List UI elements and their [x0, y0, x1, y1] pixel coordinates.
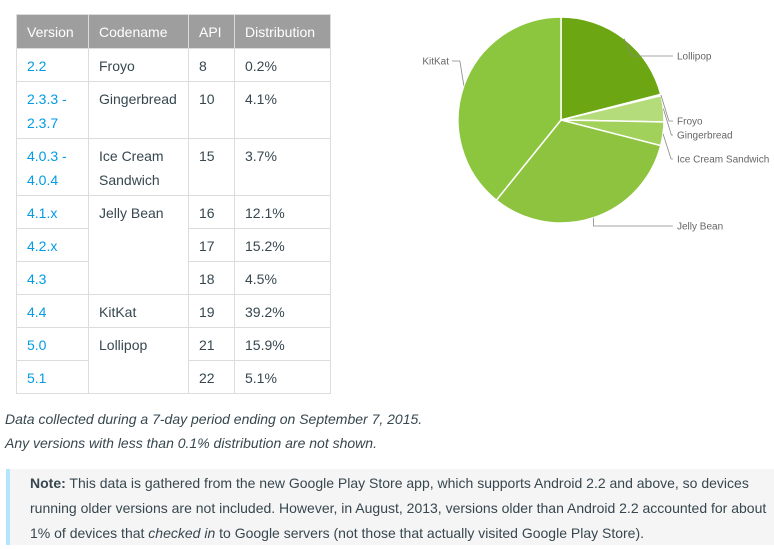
pie-leader-jelly-bean	[593, 217, 673, 227]
note-emphasis: checked in	[148, 525, 216, 541]
pie-label-gingerbread: Gingerbread	[677, 131, 733, 142]
pie-leader-lollipop	[623, 38, 673, 57]
pie-label-kitkat: KitKat	[422, 57, 449, 68]
footnote-threshold: Any versions with less than 0.1% distrib…	[5, 435, 377, 451]
version-link[interactable]: 5.0	[16, 327, 89, 361]
pie-label-jelly-bean: Jelly Bean	[677, 222, 723, 233]
codename-line-2: Sandwich	[99, 172, 160, 188]
api-cell: 22	[188, 360, 235, 394]
table-row: 4.0.3 - 4.0.4 Ice Cream Sandwich 15 3.7%	[16, 138, 331, 196]
distribution-cell: 15.2%	[234, 228, 331, 262]
api-cell: 8	[188, 48, 235, 82]
table-header-row: Version Codename API Distribution	[16, 14, 331, 49]
table-row: 5.1 22 5.1%	[16, 360, 331, 394]
version-link[interactable]: 5.1	[16, 360, 89, 394]
distribution-cell: 39.2%	[234, 294, 331, 328]
distribution-cell: 0.2%	[234, 48, 331, 82]
table-row: 4.3 18 4.5%	[16, 261, 331, 295]
header-distribution: Distribution	[234, 14, 331, 49]
distribution-cell: 4.1%	[234, 81, 331, 139]
api-cell: 16	[188, 195, 235, 229]
header-api: API	[188, 14, 235, 49]
table-row: 4.4 KitKat 19 39.2%	[16, 294, 331, 328]
distribution-cell: 4.5%	[234, 261, 331, 295]
api-cell: 18	[188, 261, 235, 295]
header-version: Version	[16, 14, 89, 49]
distribution-cell: 15.9%	[234, 327, 331, 361]
version-link[interactable]: 4.3	[16, 261, 89, 295]
note-text: This data is gathered from the new Googl…	[30, 475, 767, 541]
codename-cell: Froyo	[88, 48, 189, 82]
version-link[interactable]: 4.0.3 - 4.0.4	[16, 138, 89, 196]
table-row: 5.0 Lollipop 21 15.9%	[16, 327, 331, 394]
note-text-end: to Google servers (not those that actual…	[215, 525, 645, 541]
version-line-1[interactable]: 4.0.3 -	[27, 148, 67, 164]
distribution-cell: 12.1%	[234, 195, 331, 229]
version-link[interactable]: 2.2	[16, 48, 89, 82]
api-cell: 15	[188, 138, 235, 196]
distribution-cell: 5.1%	[234, 360, 331, 394]
table-row: 2.3.3 - 2.3.7 Gingerbread 10 4.1%	[16, 81, 331, 139]
table-row: 4.2.x 17 15.2%	[16, 228, 331, 262]
footnote-data-period: Data collected during a 7-day period end…	[5, 411, 423, 427]
version-line-1[interactable]: 2.3.3 -	[27, 91, 67, 107]
note-label: Note:	[30, 475, 66, 491]
codename-cell: Lollipop	[88, 327, 189, 394]
pie-label-lollipop: Lollipop	[677, 52, 712, 63]
distribution-pie-chart: Lollipop Froyo Gingerbread Ice Cream Sandwi…	[422, 16, 769, 233]
note-box: Note: This data is gathered from the new…	[6, 469, 774, 545]
table-row: 2.2 Froyo 8 0.2%	[16, 48, 331, 82]
codename-line-1: Ice Cream	[99, 148, 164, 164]
version-line-2[interactable]: 2.3.7	[27, 115, 59, 131]
pie-leader-froyo	[660, 94, 673, 122]
header-codename: Codename	[88, 14, 189, 49]
codename-cell: KitKat	[88, 294, 189, 328]
api-cell: 10	[188, 81, 235, 139]
version-link[interactable]: 2.3.3 - 2.3.7	[16, 81, 89, 139]
api-cell: 17	[188, 228, 235, 262]
codename-cell: Jelly Bean	[88, 195, 189, 295]
codename-cell: Ice Cream Sandwich	[88, 138, 189, 196]
pie-slice-jelly-bean	[495, 119, 662, 224]
pie-leader-kitkat	[452, 60, 465, 86]
codename-cell: Gingerbread	[88, 81, 189, 139]
pie-leader-gingerbread	[662, 108, 673, 136]
table-row: 4.1.x Jelly Bean 16 12.1%	[16, 195, 331, 295]
version-link[interactable]: 4.4	[16, 294, 89, 328]
pie-label-ice-cream-sandwich: Ice Cream Sandwich	[677, 155, 769, 166]
distribution-cell: 3.7%	[234, 138, 331, 196]
version-link[interactable]: 4.1.x	[16, 195, 89, 229]
api-cell: 21	[188, 327, 235, 361]
api-cell: 19	[188, 294, 235, 328]
version-link[interactable]: 4.2.x	[16, 228, 89, 262]
pie-leader-ice-cream-sandwich	[662, 133, 673, 160]
version-line-2[interactable]: 4.0.4	[27, 172, 59, 188]
pie-label-froyo: Froyo	[677, 117, 703, 128]
distribution-table: Version Codename API Distribution 2.2 Fr…	[16, 14, 331, 394]
